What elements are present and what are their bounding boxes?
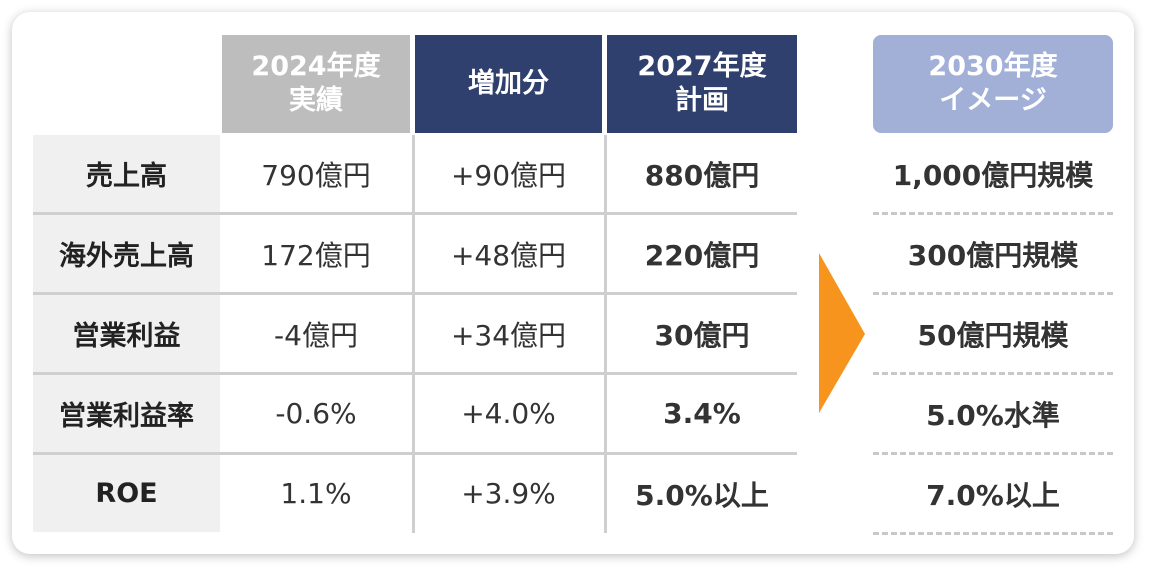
- arrow-shape: [819, 253, 865, 413]
- header-line: 増加分: [468, 68, 549, 99]
- header-line: 2030年度: [928, 51, 1058, 82]
- row-label: 営業利益率: [33, 375, 220, 452]
- table-cell: 30億円: [654, 318, 750, 352]
- table-cell: +48億円: [450, 238, 567, 272]
- header-line: 計画: [675, 85, 729, 116]
- table-cell: 300億円規模: [907, 238, 1079, 272]
- column-header: 2030年度 イメージ: [873, 35, 1113, 133]
- row-divider: [33, 372, 797, 375]
- header-line: 2027年度: [637, 51, 767, 82]
- table-cell: 50億円規模: [917, 318, 1069, 352]
- arrow: [819, 253, 865, 413]
- header-line: イメージ: [939, 85, 1047, 116]
- table-cell: 7.0%以上: [926, 478, 1060, 512]
- header-line: 2024年度: [251, 51, 381, 82]
- table-cell: 172億円: [261, 238, 371, 272]
- table-cell: 5.0%以上: [635, 478, 769, 512]
- row-divider: [33, 212, 797, 215]
- column-header: 2024年度 実績: [222, 35, 410, 133]
- table-cell: +3.9%: [461, 477, 556, 510]
- column-header: 2027年度 計画: [607, 35, 797, 133]
- table-cell: 3.4%: [663, 397, 741, 430]
- table-cell: -4億円: [274, 318, 358, 352]
- column-divider: [604, 135, 607, 533]
- table-cell: 1,000億円規模: [892, 158, 1094, 192]
- table-cell: 1.1%: [280, 477, 352, 510]
- table-cell: +4.0%: [461, 397, 556, 430]
- table-cell: +34億円: [450, 318, 567, 352]
- table-cell: 5.0%水準: [926, 398, 1060, 432]
- row-label: 売上高: [33, 135, 220, 212]
- row-label: 営業利益: [33, 295, 220, 372]
- row-divider: [873, 212, 1113, 215]
- table-cell: 220億円: [644, 238, 760, 272]
- table-cell: 790億円: [261, 158, 371, 192]
- row-divider: [873, 452, 1113, 455]
- table-cell: +90億円: [450, 158, 567, 192]
- table-cell: 880億円: [644, 158, 760, 192]
- column-divider: [412, 135, 415, 533]
- row-divider: [33, 452, 797, 455]
- row-divider: [33, 292, 797, 295]
- row-label: ROE: [33, 455, 220, 532]
- row-divider: [873, 292, 1113, 295]
- row-divider: [873, 532, 1113, 535]
- table-cell: -0.6%: [275, 397, 357, 430]
- column-header: 増加分: [415, 35, 602, 133]
- header-line: 実績: [289, 85, 343, 116]
- row-divider: [873, 372, 1113, 375]
- row-label: 海外売上高: [33, 215, 220, 292]
